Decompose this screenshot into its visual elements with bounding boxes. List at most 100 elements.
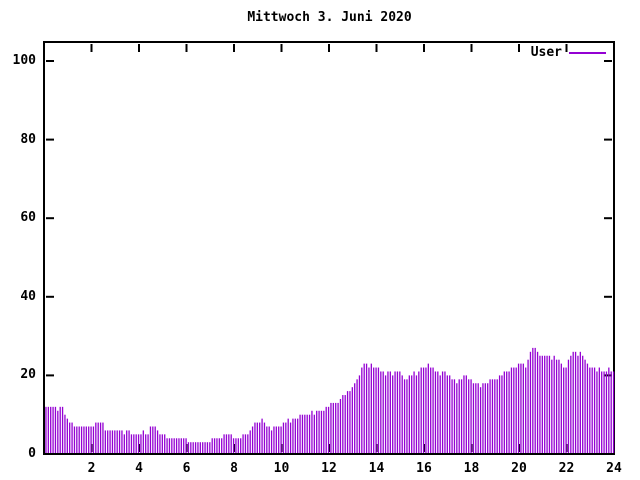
bar (256, 422, 258, 453)
y-tick-label: 40 (20, 288, 36, 304)
bar (266, 426, 268, 453)
bar (187, 442, 190, 453)
y-tick-label: 100 (12, 53, 36, 68)
bar (544, 355, 546, 453)
bar (529, 351, 532, 453)
bar (349, 391, 351, 453)
bar (342, 395, 344, 453)
bar (52, 406, 54, 453)
bar (66, 418, 68, 453)
bar (420, 367, 422, 453)
bar (570, 355, 572, 453)
bar (439, 375, 441, 453)
x-tick-label: 8 (230, 461, 238, 476)
bar (90, 426, 92, 453)
bar (171, 438, 173, 453)
bar (551, 359, 553, 453)
bar (327, 406, 330, 453)
bar (287, 418, 289, 453)
bar (102, 422, 104, 453)
bar (318, 410, 320, 453)
x-tick-label: 16 (416, 461, 432, 476)
bar (418, 371, 420, 453)
bar (137, 434, 140, 453)
bar (598, 367, 600, 453)
bar (159, 434, 161, 453)
bar (199, 442, 201, 453)
bar (365, 363, 368, 453)
bar (71, 422, 73, 453)
bar (135, 434, 137, 453)
bar (456, 383, 458, 453)
bar (482, 383, 484, 453)
y-tick-label: 0 (28, 446, 36, 461)
bar (166, 438, 168, 453)
bar (161, 434, 163, 453)
bar (370, 363, 372, 453)
bar (396, 371, 399, 453)
plot-area (43, 41, 615, 455)
bar (225, 434, 228, 453)
bar (591, 367, 593, 453)
bar (534, 347, 536, 453)
bar (50, 406, 52, 453)
bar (427, 363, 429, 453)
bar (237, 438, 239, 453)
bar (304, 414, 306, 453)
bar (109, 430, 111, 453)
bar (204, 442, 206, 453)
bar (475, 383, 477, 453)
bar (213, 438, 216, 453)
bar (254, 422, 256, 453)
bar (560, 363, 562, 453)
bar (301, 414, 304, 453)
bar (78, 426, 80, 453)
bar (515, 367, 517, 453)
bar (361, 367, 363, 453)
bar (299, 414, 301, 453)
bar (73, 426, 76, 453)
bar (458, 379, 460, 453)
bar (123, 434, 125, 453)
bar (389, 371, 391, 453)
bar (356, 379, 358, 453)
bar (240, 438, 242, 453)
bar (289, 422, 292, 453)
bar (453, 379, 456, 453)
bar (235, 438, 237, 453)
bar (259, 422, 261, 453)
bar (384, 375, 387, 453)
bar (579, 351, 581, 453)
bar (194, 442, 197, 453)
bar (116, 430, 118, 453)
bar (444, 371, 446, 453)
bar (399, 371, 401, 453)
bar (280, 426, 282, 453)
bar (114, 430, 116, 453)
bar (178, 438, 180, 453)
bar (425, 367, 427, 453)
bar (126, 430, 128, 453)
bar (596, 371, 598, 453)
bar (261, 418, 263, 453)
plot-border (43, 41, 615, 455)
bar (104, 430, 106, 453)
bar (183, 438, 185, 453)
bar (567, 359, 570, 453)
bar (285, 422, 287, 453)
bar (332, 402, 334, 453)
bar (446, 375, 448, 453)
x-tick-label: 4 (135, 461, 143, 476)
bar (380, 371, 382, 453)
bar (358, 375, 361, 453)
bar (97, 422, 99, 453)
bar (64, 414, 66, 453)
bar (83, 426, 85, 453)
bar (325, 406, 327, 453)
bar (577, 355, 579, 453)
bar (147, 434, 149, 453)
bar (323, 410, 325, 453)
bar (411, 375, 413, 453)
bar (228, 434, 230, 453)
